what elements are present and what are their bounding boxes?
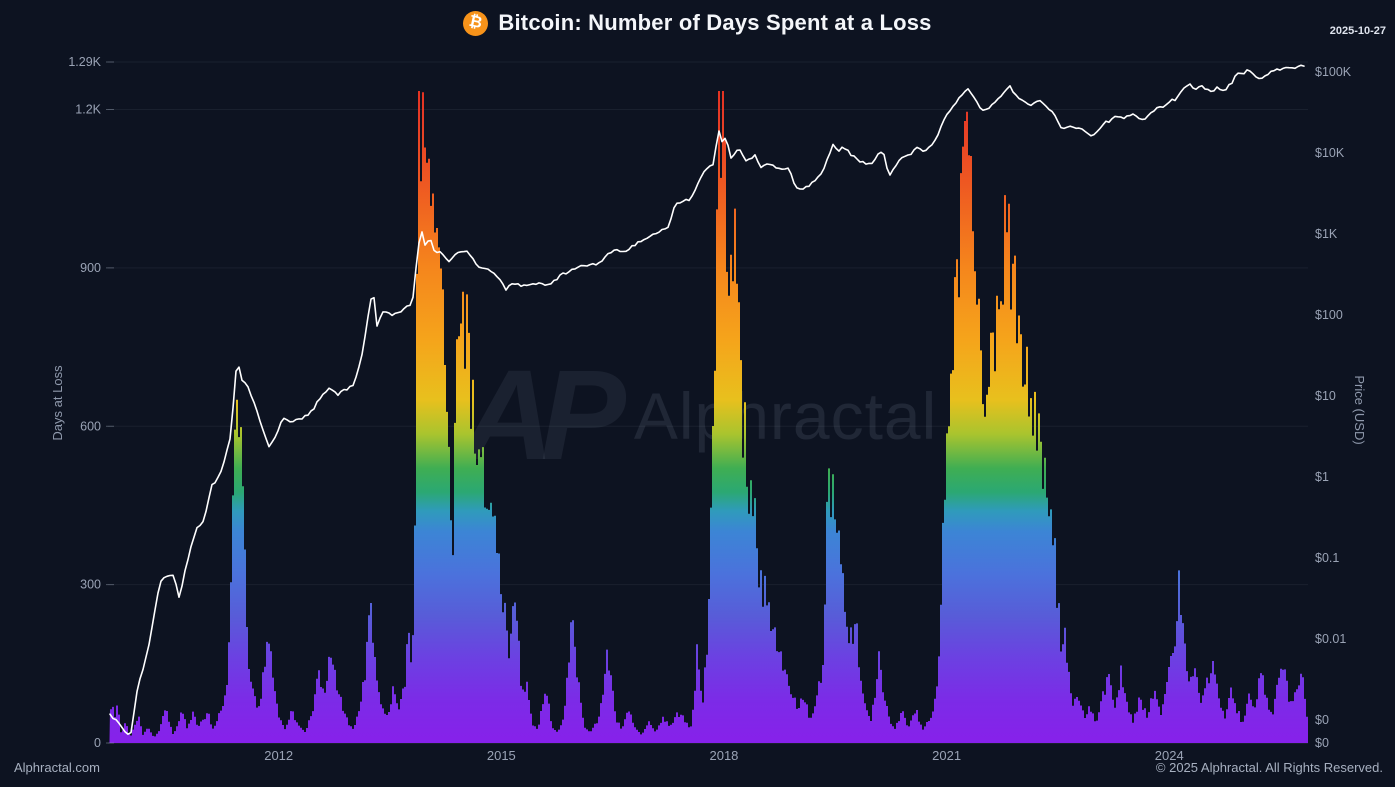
right-axis-tick: $10K xyxy=(1315,146,1345,160)
days-at-loss-series xyxy=(109,91,1308,743)
right-axis-tick: $0.1 xyxy=(1315,551,1339,565)
x-axis-tick: 2021 xyxy=(932,748,961,763)
price-line-series xyxy=(109,64,1305,735)
footer-copyright: © 2025 Alphractal. All Rights Reserved. xyxy=(1155,760,1383,775)
left-axis-tick: 1.29K xyxy=(68,55,101,69)
right-axis-tick: $0 xyxy=(1315,736,1329,750)
right-axis-tick: $100K xyxy=(1315,65,1352,79)
left-axis-tick: 600 xyxy=(80,419,101,433)
title-bar: ₿ Bitcoin: Number of Days Spent at a Los… xyxy=(0,10,1395,36)
right-axis-tick: $0 xyxy=(1315,713,1329,727)
right-axis-tick: $100 xyxy=(1315,308,1343,322)
left-axis-title: Days at Loss xyxy=(50,365,65,441)
x-axis-tick: 2024 xyxy=(1155,748,1184,763)
right-axis-tick: $1K xyxy=(1315,227,1338,241)
page-title: Bitcoin: Number of Days Spent at a Loss xyxy=(498,10,932,35)
left-axis-tick: 300 xyxy=(80,578,101,592)
left-axis-tick: 900 xyxy=(80,261,101,275)
left-axis-tick: 0 xyxy=(94,736,101,750)
date-label: 2025-10-27 xyxy=(1329,25,1386,37)
footer-site-link: Alphractal.com xyxy=(14,760,100,775)
right-axis-tick: $1 xyxy=(1315,470,1329,484)
right-axis-tick: $10 xyxy=(1315,389,1336,403)
bitcoin-icon: ₿ xyxy=(463,10,489,36)
right-axis-title: Price (USD) xyxy=(1352,375,1367,444)
x-axis-tick: 2018 xyxy=(709,748,738,763)
x-axis-tick: 2012 xyxy=(264,748,293,763)
left-axis-tick: 1.2K xyxy=(75,103,101,117)
right-axis-tick: $0.01 xyxy=(1315,632,1346,646)
x-axis-tick: 2015 xyxy=(487,748,516,763)
